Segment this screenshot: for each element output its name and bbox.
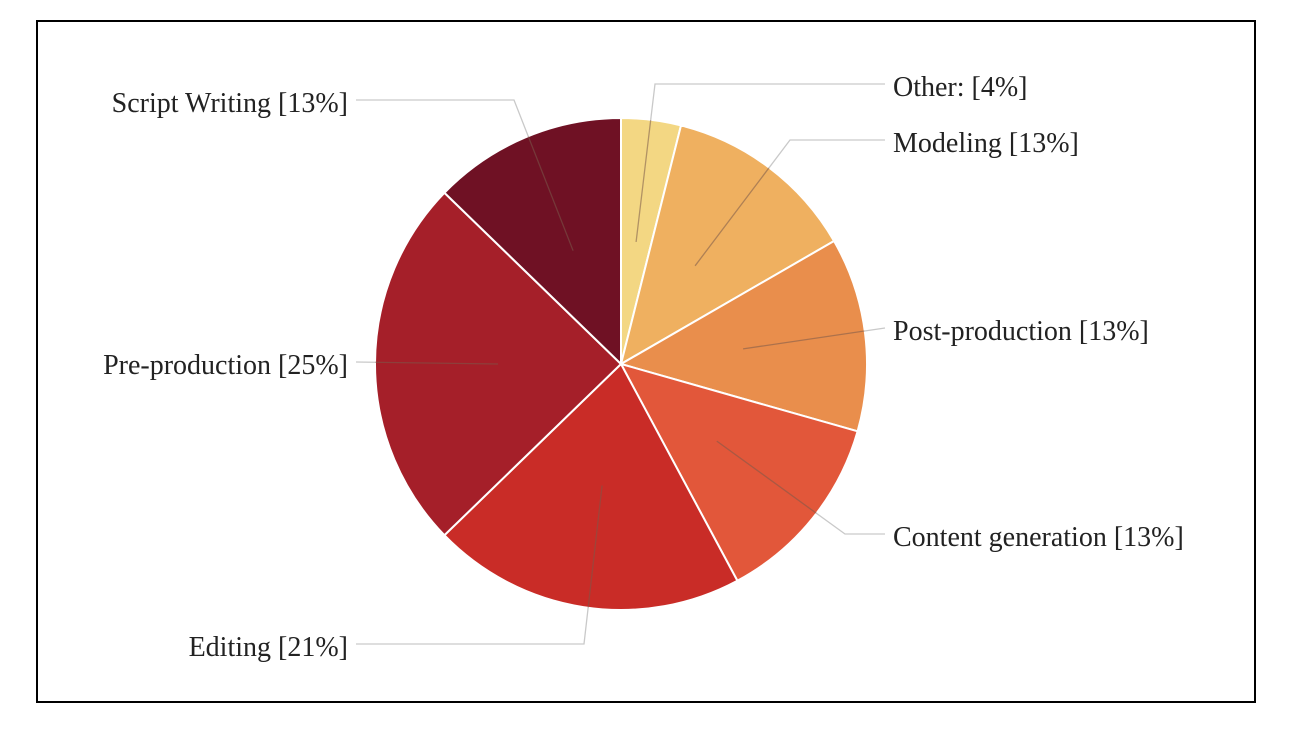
leader-lines bbox=[355, 83, 886, 645]
pie-slice-content-generation bbox=[619, 362, 859, 583]
slice-labels: Other: [4%] Modeling [13%] Post-production… bbox=[103, 72, 1184, 663]
slice-label-pre-production: Pre-production [25%] bbox=[103, 350, 348, 381]
pie-slice-post-production bbox=[618, 239, 868, 433]
leader-line-pre-production bbox=[355, 361, 499, 365]
pie-slice-script-writing bbox=[442, 116, 622, 367]
pie-slices bbox=[374, 116, 868, 611]
leader-line-content-generation bbox=[716, 440, 885, 535]
slice-label-content-generation: Content generation [13%] bbox=[893, 522, 1184, 553]
slice-label-script-writing: Script Writing [13%] bbox=[112, 88, 348, 119]
slice-label-modeling: Modeling [13%] bbox=[893, 128, 1079, 159]
leader-line-modeling bbox=[694, 139, 885, 267]
slice-label-other: Other: [4%] bbox=[893, 72, 1028, 103]
pie-slice-editing bbox=[442, 362, 739, 611]
leader-line-editing bbox=[356, 485, 603, 645]
slice-label-editing: Editing [21%] bbox=[189, 632, 348, 663]
pie-slice-pre-production bbox=[374, 191, 623, 537]
leader-line-post-production bbox=[743, 327, 886, 350]
slice-label-post-production: Post-production [13%] bbox=[893, 316, 1149, 347]
leader-line-script-writing bbox=[356, 99, 574, 251]
leader-line-other bbox=[635, 83, 885, 242]
